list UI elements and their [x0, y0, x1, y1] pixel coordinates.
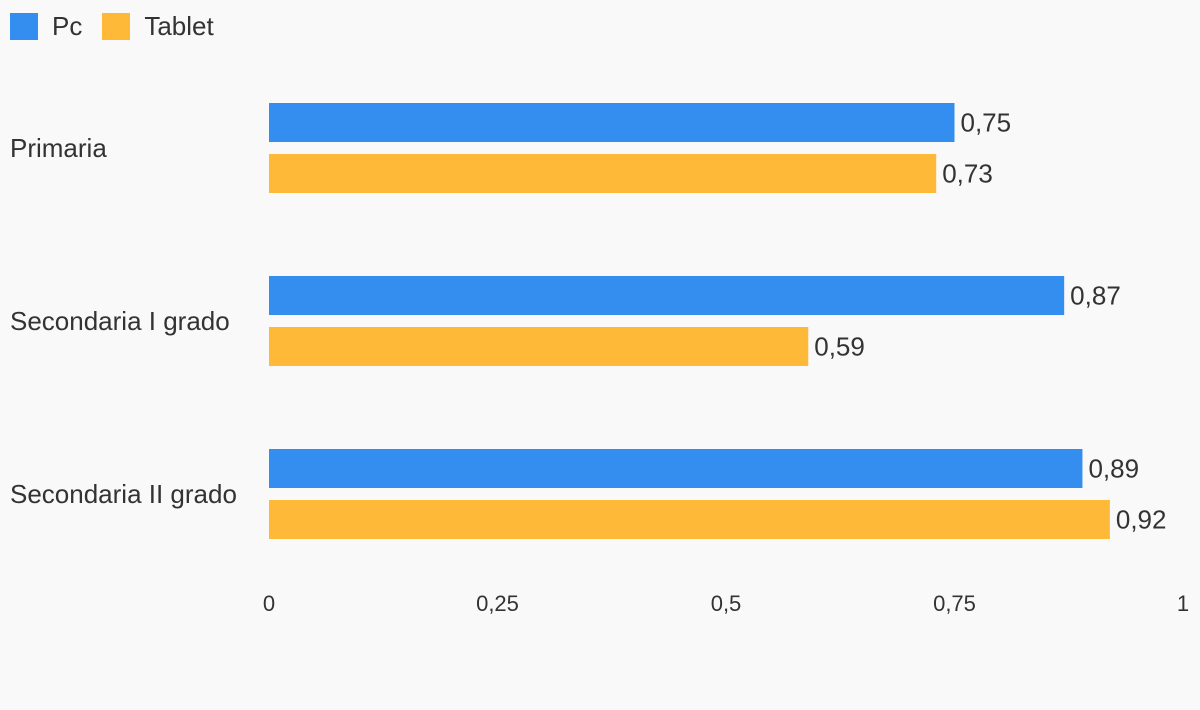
- legend-swatch-tablet: [102, 12, 131, 40]
- category-label: Secondaria I grado: [10, 306, 230, 336]
- legend: Pc Tablet: [10, 10, 234, 42]
- x-tick-label: 0,75: [933, 591, 976, 616]
- legend-item-tablet[interactable]: Tablet: [102, 10, 214, 42]
- x-tick-label: 0: [263, 591, 275, 616]
- x-tick-label: 1: [1177, 591, 1189, 616]
- bar-tablet-2[interactable]: [269, 327, 809, 366]
- x-tick-label: 0,5: [711, 591, 742, 616]
- legend-swatch-pc: [10, 12, 38, 40]
- bar-tablet-3[interactable]: [269, 500, 1110, 539]
- bar-pc-1[interactable]: [269, 103, 955, 142]
- data-label: 0,92: [1116, 505, 1167, 535]
- legend-label-pc: Pc: [52, 11, 83, 41]
- data-label: 0,73: [942, 159, 993, 189]
- bar-pc-2[interactable]: [269, 276, 1065, 315]
- legend-item-pc[interactable]: Pc: [10, 10, 82, 42]
- legend-label-tablet: Tablet: [144, 11, 214, 41]
- bar-pc-3[interactable]: [269, 449, 1083, 488]
- data-label: 0,75: [961, 108, 1012, 138]
- x-tick-label: 0,25: [476, 591, 519, 616]
- data-label: 0,89: [1088, 454, 1139, 484]
- data-label: 0,87: [1070, 281, 1121, 311]
- category-label: Primaria: [10, 133, 107, 163]
- category-label: Secondaria II grado: [10, 479, 237, 509]
- bar-tablet-1[interactable]: [269, 154, 937, 193]
- data-label: 0,59: [814, 332, 865, 362]
